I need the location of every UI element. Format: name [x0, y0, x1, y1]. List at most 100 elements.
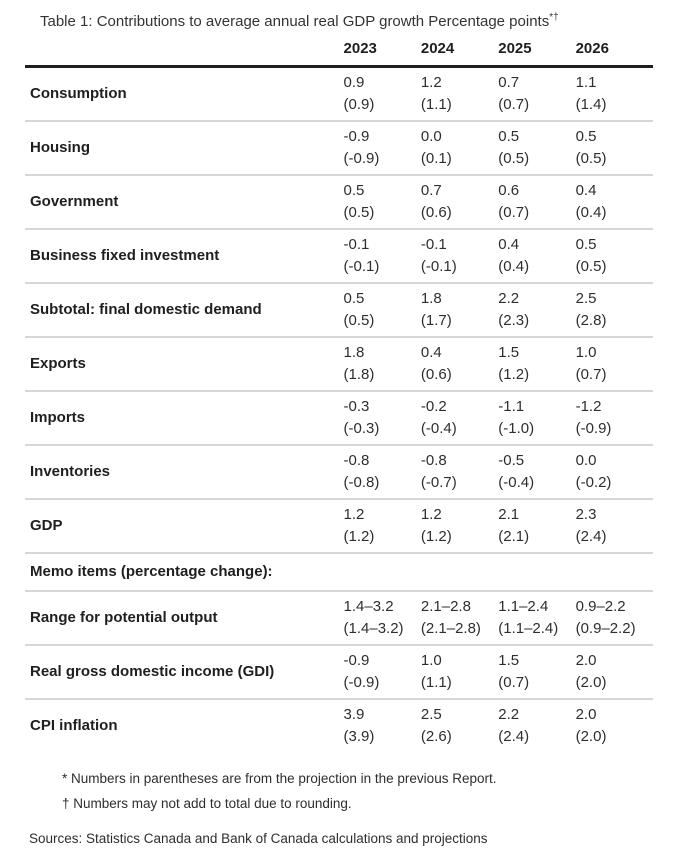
- previous-projection-value: (-1.0): [498, 420, 535, 437]
- table-row: CPI inflation 3.9 (3.9) 2.5 (2.6) 2.2 (2.4) 2.0…: [25, 699, 653, 752]
- value-cell: 1.0 (1.1): [421, 645, 498, 699]
- current-projection-value: 1.1: [575, 74, 597, 91]
- previous-projection-value: (2.0): [575, 674, 607, 691]
- table-row: Exports 1.8 (1.8) 0.4 (0.6) 1.5 (1.2) 1.0 (0.7): [25, 337, 653, 391]
- current-projection-value: 1.5: [498, 344, 520, 361]
- previous-projection-value: (0.7): [498, 674, 530, 691]
- value-cell: -0.2 (-0.4): [421, 391, 498, 445]
- row-label: Business fixed investment: [30, 247, 220, 264]
- memo-section-label: Memo items (percentage change):: [30, 563, 273, 580]
- value-cell: 0.5 (0.5): [576, 121, 653, 175]
- previous-projection-value: (-0.9): [343, 150, 380, 167]
- value-cell: 1.2 (1.1): [421, 67, 498, 122]
- current-projection-value: 1.8: [343, 344, 365, 361]
- footnote-line: † Numbers may not add to total due to ro…: [62, 796, 352, 811]
- previous-projection-value: (2.6): [420, 728, 452, 745]
- current-projection-value: 1.2: [420, 74, 442, 91]
- value-cell: -0.9 (-0.9): [344, 645, 421, 699]
- row-label: Inventories: [30, 463, 111, 480]
- previous-projection-value: (0.9): [343, 96, 375, 113]
- previous-projection-value: (0.6): [420, 366, 452, 383]
- row-label: Imports: [30, 409, 86, 426]
- value-cell: 2.1 (2.1): [498, 499, 575, 553]
- value-cell: 3.9 (3.9): [344, 699, 421, 752]
- value-cell: 0.4 (0.4): [576, 175, 653, 229]
- current-projection-value: -1.2: [575, 398, 602, 415]
- previous-projection-value: (0.7): [575, 366, 607, 383]
- previous-projection-value: (0.5): [343, 204, 375, 221]
- current-projection-value: 1.5: [498, 652, 520, 669]
- memo-section-row: Memo items (percentage change):: [25, 553, 653, 591]
- previous-projection-value: (1.1): [420, 674, 452, 691]
- previous-projection-value: (-0.2): [575, 474, 612, 491]
- current-projection-value: 0.6: [498, 182, 520, 199]
- current-projection-value: -0.3: [343, 398, 370, 415]
- value-cell: 2.5 (2.8): [576, 283, 653, 337]
- value-cell: 1.5 (0.7): [498, 645, 575, 699]
- current-projection-value: 0.5: [575, 236, 597, 253]
- previous-projection-value: (0.5): [575, 150, 607, 167]
- year-column-header: 2025: [498, 40, 532, 57]
- value-cell: 0.7 (0.6): [421, 175, 498, 229]
- year-column-header: 2024: [420, 40, 455, 57]
- table-row: Government 0.5 (0.5) 0.7 (0.6) 0.6 (0.7) 0.4 (0.…: [25, 175, 653, 229]
- current-projection-value: -0.1: [420, 236, 447, 253]
- value-cell: 1.5 (1.2): [498, 337, 575, 391]
- table-row: Business fixed investment -0.1 (-0.1) -0.1 (…: [25, 229, 653, 283]
- value-cell: 0.7 (0.7): [498, 67, 575, 122]
- previous-projection-value: (0.1): [420, 150, 452, 167]
- current-projection-value: 2.1–2.8: [420, 598, 471, 615]
- footnote-line: * Numbers in parentheses are from the pr…: [62, 771, 497, 786]
- previous-projection-value: (1.7): [420, 312, 452, 329]
- current-projection-value: 2.3: [575, 506, 597, 523]
- value-cell: 0.4 (0.6): [421, 337, 498, 391]
- table-row: Consumption 0.9 (0.9) 1.2 (1.1) 0.7 (0.7) 1.1 (1…: [25, 67, 653, 122]
- current-projection-value: 2.5: [575, 290, 597, 307]
- previous-projection-value: (-0.4): [420, 420, 457, 437]
- table-row: Real gross domestic income (GDI) -0.9 (-0.…: [25, 645, 653, 699]
- current-projection-value: 2.0: [575, 652, 597, 669]
- value-cell: -1.2 (-0.9): [576, 391, 653, 445]
- value-cell: 1.4–3.2 (1.4–3.2): [344, 591, 421, 645]
- gdp-contributions-table: 2023 2024 2025 2026 Consumption 0.9 (0.9) 1.2 (…: [25, 36, 653, 752]
- row-label: Exports: [30, 355, 86, 372]
- table-title: Table 1: Contributions to average annual…: [40, 12, 685, 32]
- table-row: Range for potential output 1.4–3.2 (1.4–3.…: [25, 591, 653, 645]
- current-projection-value: 0.5: [343, 182, 365, 199]
- current-projection-value: 0.9–2.2: [575, 598, 626, 615]
- current-projection-value: -0.9: [343, 128, 370, 145]
- value-cell: 2.0 (2.0): [576, 699, 653, 752]
- value-cell: -0.1 (-0.1): [344, 229, 421, 283]
- current-projection-value: 3.9: [343, 706, 365, 723]
- current-projection-value: 1.8: [420, 290, 442, 307]
- value-cell: -1.1 (-1.0): [498, 391, 575, 445]
- value-cell: 2.2 (2.4): [498, 699, 575, 752]
- current-projection-value: 2.2: [498, 290, 520, 307]
- value-cell: 1.0 (0.7): [576, 337, 653, 391]
- year-column-header: 2026: [575, 40, 609, 57]
- footnote-markers: *†: [549, 12, 559, 23]
- previous-projection-value: (2.8): [575, 312, 607, 329]
- value-cell: 1.1 (1.4): [576, 67, 653, 122]
- table-row: Inventories -0.8 (-0.8) -0.8 (-0.7) -0.5 (-0.4…: [25, 445, 653, 499]
- table-row: Subtotal: final domestic demand 0.5 (0.5) 1…: [25, 283, 653, 337]
- current-projection-value: 0.5: [343, 290, 365, 307]
- previous-projection-value: (0.5): [498, 150, 530, 167]
- current-projection-value: -0.1: [343, 236, 370, 253]
- value-cell: 1.2 (1.2): [421, 499, 498, 553]
- value-cell: -0.3 (-0.3): [344, 391, 421, 445]
- previous-projection-value: (-0.8): [343, 474, 380, 491]
- current-projection-value: 0.7: [498, 74, 520, 91]
- year-header-row: 2023 2024 2025 2026: [25, 36, 653, 67]
- previous-projection-value: (0.4): [498, 258, 530, 275]
- row-label: Consumption: [30, 85, 127, 102]
- current-projection-value: 1.2: [343, 506, 365, 523]
- previous-projection-value: (1.4–3.2): [343, 620, 404, 637]
- previous-projection-value: (1.2): [343, 528, 375, 545]
- value-cell: 0.5 (0.5): [344, 175, 421, 229]
- table-row: Housing -0.9 (-0.9) 0.0 (0.1) 0.5 (0.5) 0.5 (0.5…: [25, 121, 653, 175]
- row-label: Housing: [30, 139, 90, 156]
- value-cell: 0.0 (0.1): [421, 121, 498, 175]
- current-projection-value: 0.4: [498, 236, 520, 253]
- previous-projection-value: (2.4): [498, 728, 530, 745]
